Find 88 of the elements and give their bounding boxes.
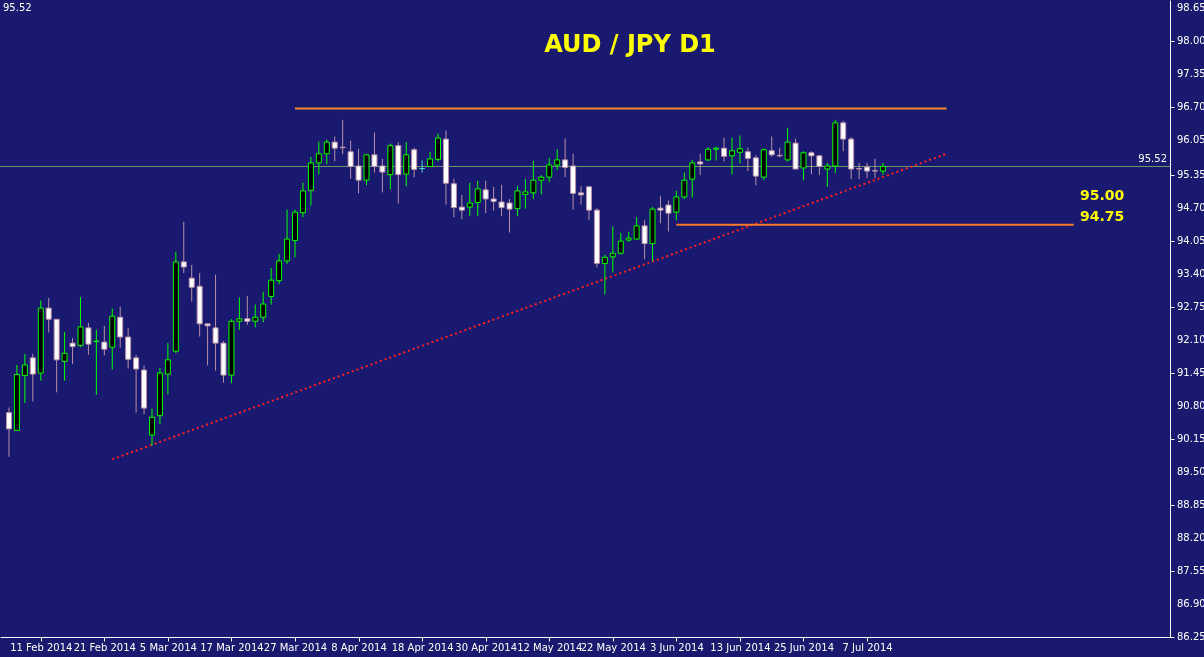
candlestick — [800, 150, 807, 181]
candlestick — [323, 139, 330, 165]
candlestick — [93, 329, 100, 396]
x-tick-label: 7 Jul 2014 — [842, 641, 893, 653]
y-tick-label: 86.25 — [1177, 631, 1204, 642]
candlestick — [85, 322, 92, 356]
candlestick — [609, 225, 616, 274]
candlestick — [450, 178, 457, 218]
candlestick — [284, 209, 291, 265]
candlestick — [840, 120, 847, 152]
candlestick — [244, 295, 251, 326]
candlestick — [864, 162, 871, 179]
candlestick — [872, 158, 878, 179]
candlestick — [435, 132, 442, 162]
candlestick — [331, 136, 338, 162]
y-tick-label: 91.45 — [1177, 367, 1204, 379]
candlestick — [721, 137, 728, 162]
candlestick — [5, 407, 12, 458]
x-tick-label: 18 Apr 2014 — [391, 641, 454, 653]
annotation: 95.00 — [1080, 187, 1125, 203]
x-tick-label: 30 Apr 2014 — [455, 641, 518, 653]
y-tick-label: 95.35 — [1177, 169, 1204, 181]
candlestick — [641, 219, 648, 260]
y-tick-label: 94.05 — [1177, 235, 1204, 247]
candlestick — [784, 127, 791, 162]
candlestick — [276, 253, 283, 285]
y-tick-label: 96.05 — [1177, 133, 1204, 145]
text: AUD / JPY D1 — [544, 30, 716, 58]
candlestick — [21, 353, 28, 404]
candlestick — [856, 162, 863, 180]
candlestick — [101, 325, 108, 356]
candlestick — [180, 221, 187, 274]
x-tick-label: 27 Mar 2014 — [263, 641, 328, 653]
candlestick — [125, 327, 132, 369]
candlestick — [315, 141, 322, 176]
y-tick-label: 88.85 — [1177, 499, 1204, 511]
y-tick-label: 97.35 — [1177, 67, 1204, 79]
candlestick — [768, 136, 775, 158]
candlestick — [268, 267, 275, 306]
candlestick — [403, 141, 410, 187]
candlestick — [585, 185, 592, 221]
candlestick — [689, 159, 696, 198]
candlestick — [879, 162, 886, 176]
candlestick — [578, 185, 585, 206]
candlestick — [744, 147, 751, 172]
candlestick — [824, 162, 831, 188]
candlestick — [466, 182, 473, 217]
annotation: 95.52 — [3, 2, 32, 13]
candlestick — [133, 354, 140, 414]
candlestick — [164, 342, 171, 395]
candlestick — [29, 353, 36, 402]
y-tick-label: 98.65 — [1177, 1, 1204, 13]
candlestick — [601, 254, 608, 295]
candlestick — [554, 148, 561, 171]
candlestick — [713, 146, 720, 161]
y-tick-label: 90.15 — [1177, 433, 1204, 445]
candlestick — [61, 331, 68, 382]
candlestick — [260, 291, 267, 323]
candlestick — [77, 296, 84, 348]
candlestick — [252, 304, 259, 328]
candlestick — [188, 264, 195, 302]
annotation: 94.75 — [1080, 208, 1125, 224]
candlestick — [69, 337, 76, 365]
candlestick — [117, 306, 124, 349]
x-tick-label: 11 Feb 2014 — [10, 641, 73, 653]
candlestick — [697, 153, 704, 176]
ref-line-label: 95.52 — [1138, 153, 1167, 165]
x-tick-label: 25 Jun 2014 — [773, 641, 835, 653]
x-tick-label: 5 Mar 2014 — [139, 641, 197, 653]
candlestick — [752, 154, 759, 186]
candlestick — [736, 135, 743, 164]
candlestick — [474, 180, 481, 217]
x-tick-label: 12 May 2014 — [517, 641, 583, 653]
x-tick-label: 8 Apr 2014 — [331, 641, 387, 653]
candlestick — [562, 138, 569, 178]
x-tick-label: 3 Jun 2014 — [649, 641, 704, 653]
y-tick-label: 87.55 — [1177, 565, 1204, 577]
x-tick-label: 21 Feb 2014 — [73, 641, 136, 653]
candlestick — [546, 157, 553, 183]
candlestick — [728, 137, 735, 176]
x-tick-label: 13 Jun 2014 — [710, 641, 771, 653]
x-tick-label: 17 Mar 2014 — [200, 641, 264, 653]
candlestick — [148, 408, 155, 447]
candlestick — [458, 194, 465, 220]
y-tick-label: 92.75 — [1177, 301, 1204, 313]
candlestick — [299, 182, 306, 218]
x-tick-label: 22 May 2014 — [580, 641, 646, 653]
candlestick — [411, 147, 418, 178]
